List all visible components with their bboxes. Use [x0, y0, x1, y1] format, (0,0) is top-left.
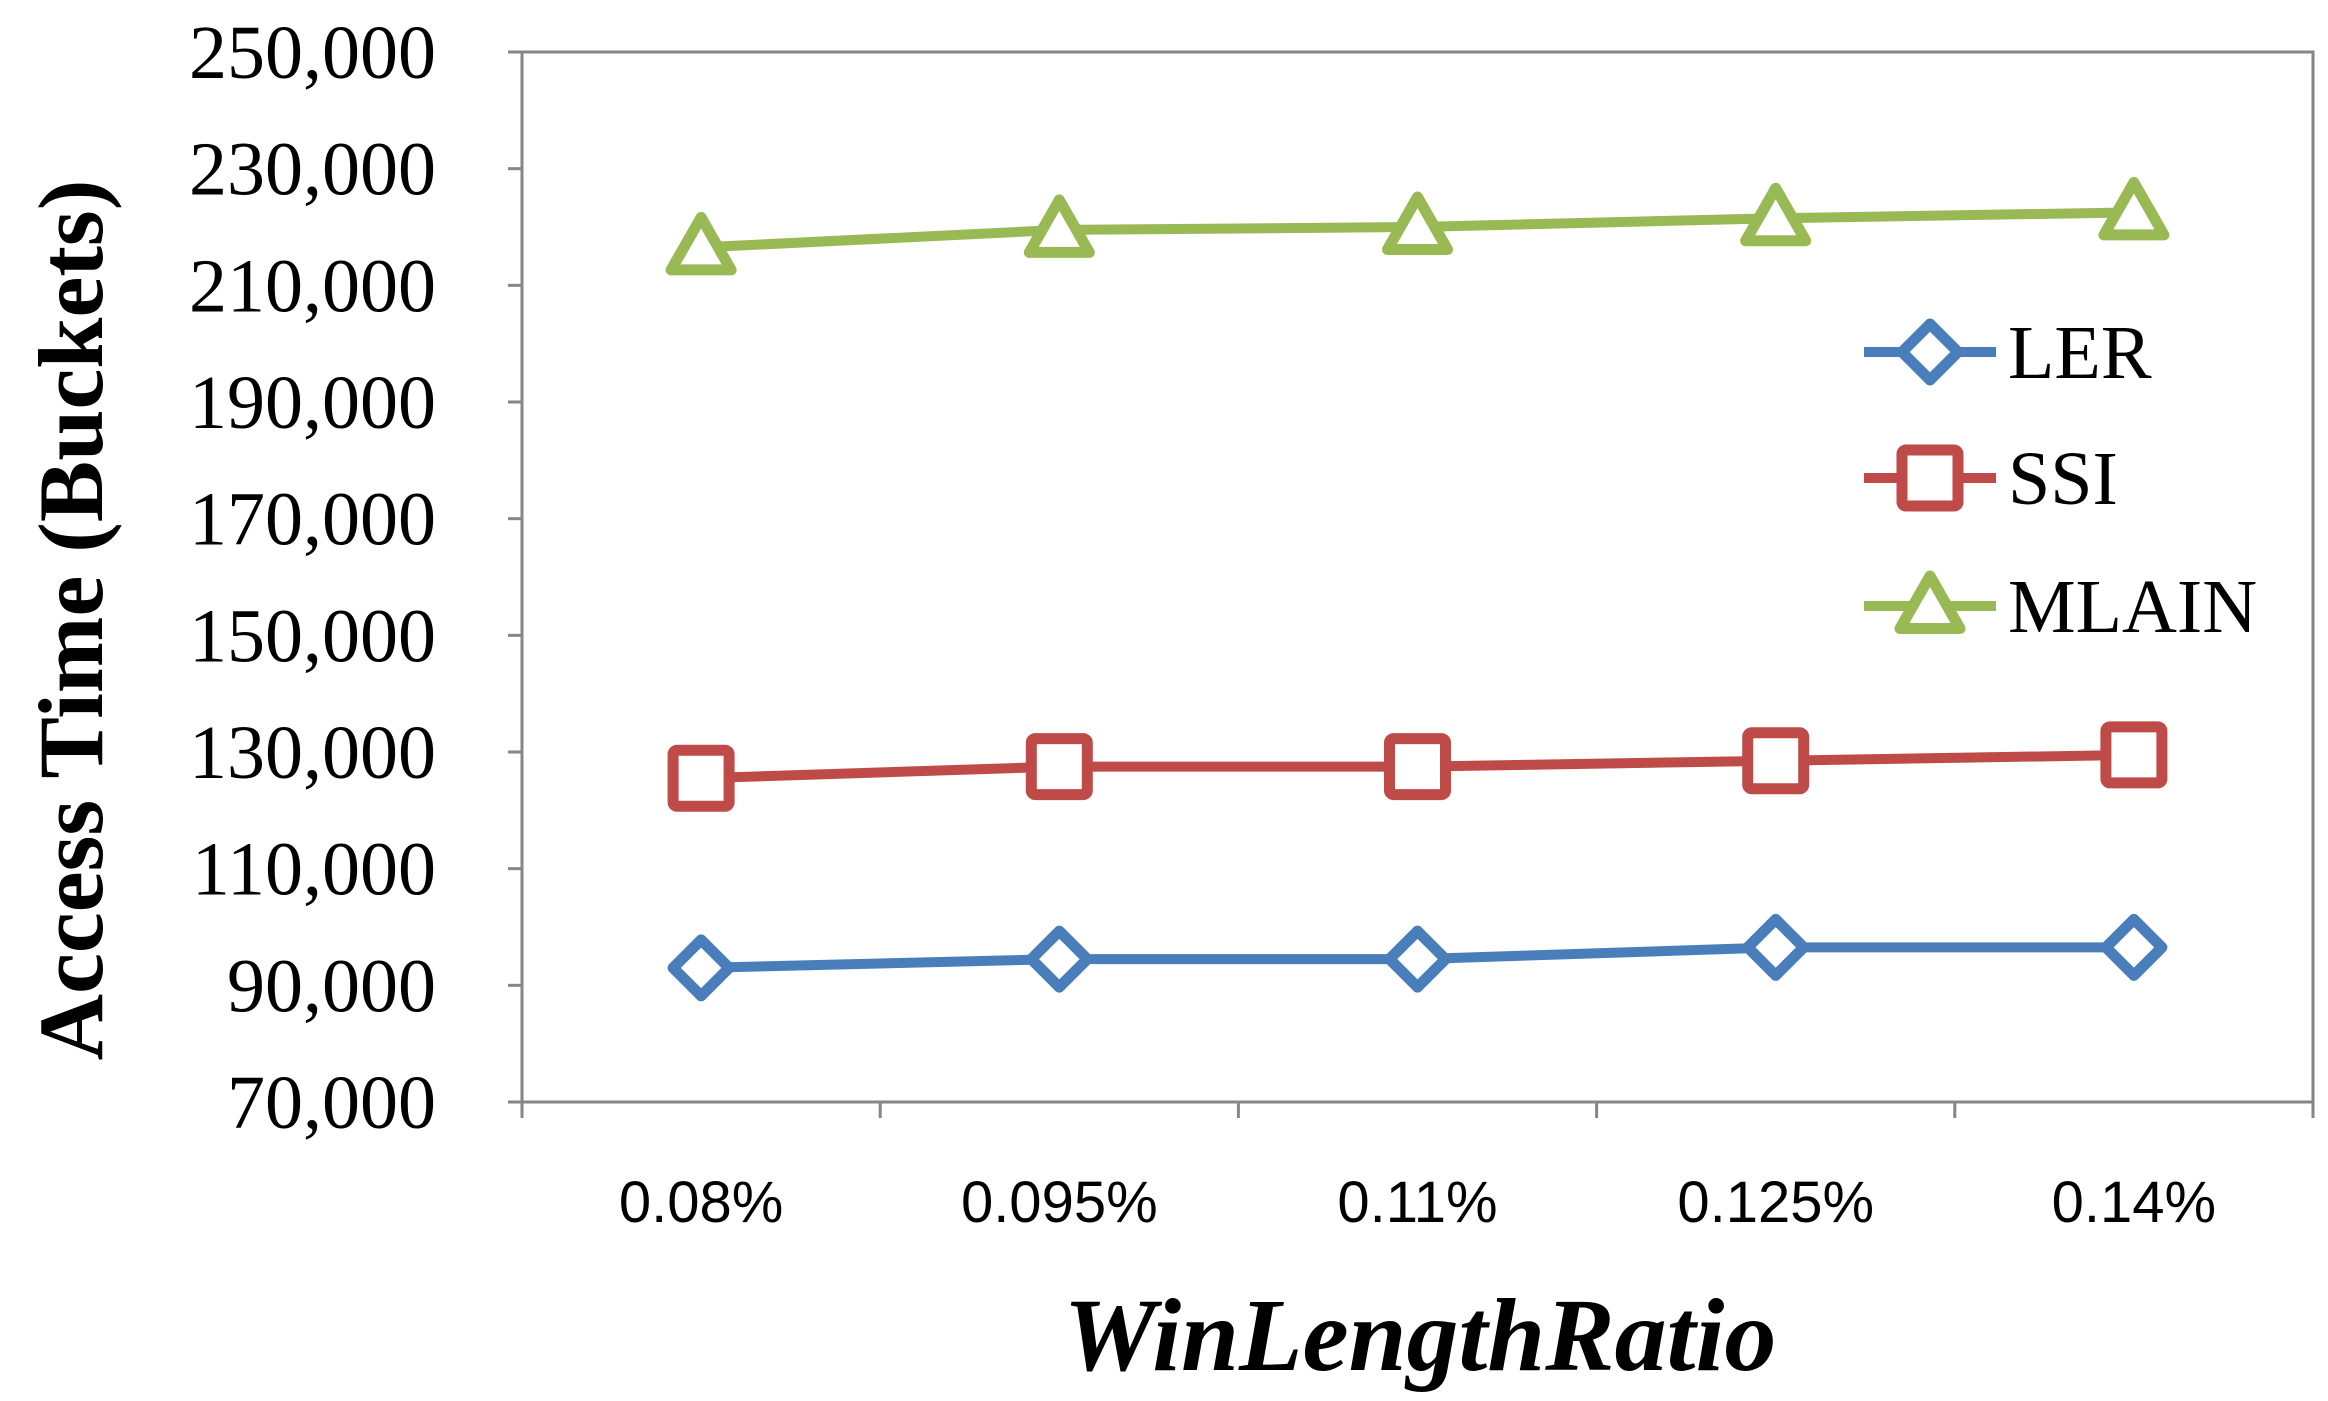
y-axis-label: Access Time (Buckets) — [20, 180, 122, 1061]
data-point-ler — [1025, 925, 1093, 993]
x-tick-label: 0.08% — [619, 1170, 783, 1235]
legend-label-ler: LER — [2008, 311, 2152, 395]
data-point-ler — [1384, 925, 1451, 993]
data-point-ssi — [1742, 727, 1810, 795]
data-point-ssi — [1384, 733, 1451, 801]
y-tick-label: 150,000 — [189, 594, 436, 678]
y-tick-label: 170,000 — [189, 478, 436, 562]
series-layer — [665, 176, 2170, 1002]
y-tick-label: 70,000 — [227, 1061, 436, 1145]
y-tick-label: 230,000 — [189, 128, 436, 212]
legend-label-ssi: SSI — [2008, 437, 2118, 521]
legend: LER SSI MLAIN — [1864, 311, 2257, 649]
data-point-ssi — [667, 744, 735, 812]
legend-label-mlain: MLAIN — [2008, 565, 2257, 649]
legend-marker-mlain — [1894, 570, 1966, 634]
y-tick-label: 110,000 — [192, 828, 436, 912]
data-point-mlain — [2098, 176, 2170, 241]
series-mlain — [665, 176, 2170, 276]
legend-marker-ssi — [1896, 444, 1964, 512]
data-point-mlain — [665, 211, 737, 276]
data-point-mlain — [1023, 194, 1095, 258]
y-tick-label: 190,000 — [189, 361, 436, 445]
x-axis-label: WinLengthRatio — [1064, 1278, 1777, 1393]
data-point-mlain — [1382, 191, 1453, 255]
x-tick-label: 0.11% — [1337, 1170, 1497, 1235]
y-tick-label: 250,000 — [189, 11, 436, 95]
data-point-ssi — [1025, 733, 1093, 801]
y-tick-label: 130,000 — [189, 711, 436, 795]
series-ssi — [667, 721, 2168, 812]
x-tick-label: 0.125% — [1677, 1170, 1874, 1235]
x-tick-label: 0.14% — [2052, 1170, 2216, 1235]
axes: 70,000 90,000 110,000 130,000 150,000 170,000… — [189, 11, 2315, 1235]
data-point-ler — [2100, 913, 2168, 981]
x-tick-label: 0.095% — [961, 1170, 1158, 1235]
data-point-ler — [1742, 913, 1810, 981]
data-point-ler — [667, 934, 735, 1002]
y-tick-label: 210,000 — [189, 244, 436, 328]
legend-item-ler: LER — [1864, 311, 2152, 395]
legend-item-ssi: SSI — [1864, 437, 2118, 521]
legend-item-mlain: MLAIN — [1864, 565, 2257, 649]
plot-frame — [520, 50, 2315, 1104]
data-point-ssi — [2100, 721, 2168, 789]
legend-marker-ler — [1896, 318, 1964, 386]
y-tick-label: 90,000 — [227, 944, 436, 1028]
series-ler — [667, 913, 2168, 1002]
data-point-mlain — [1740, 182, 1812, 247]
